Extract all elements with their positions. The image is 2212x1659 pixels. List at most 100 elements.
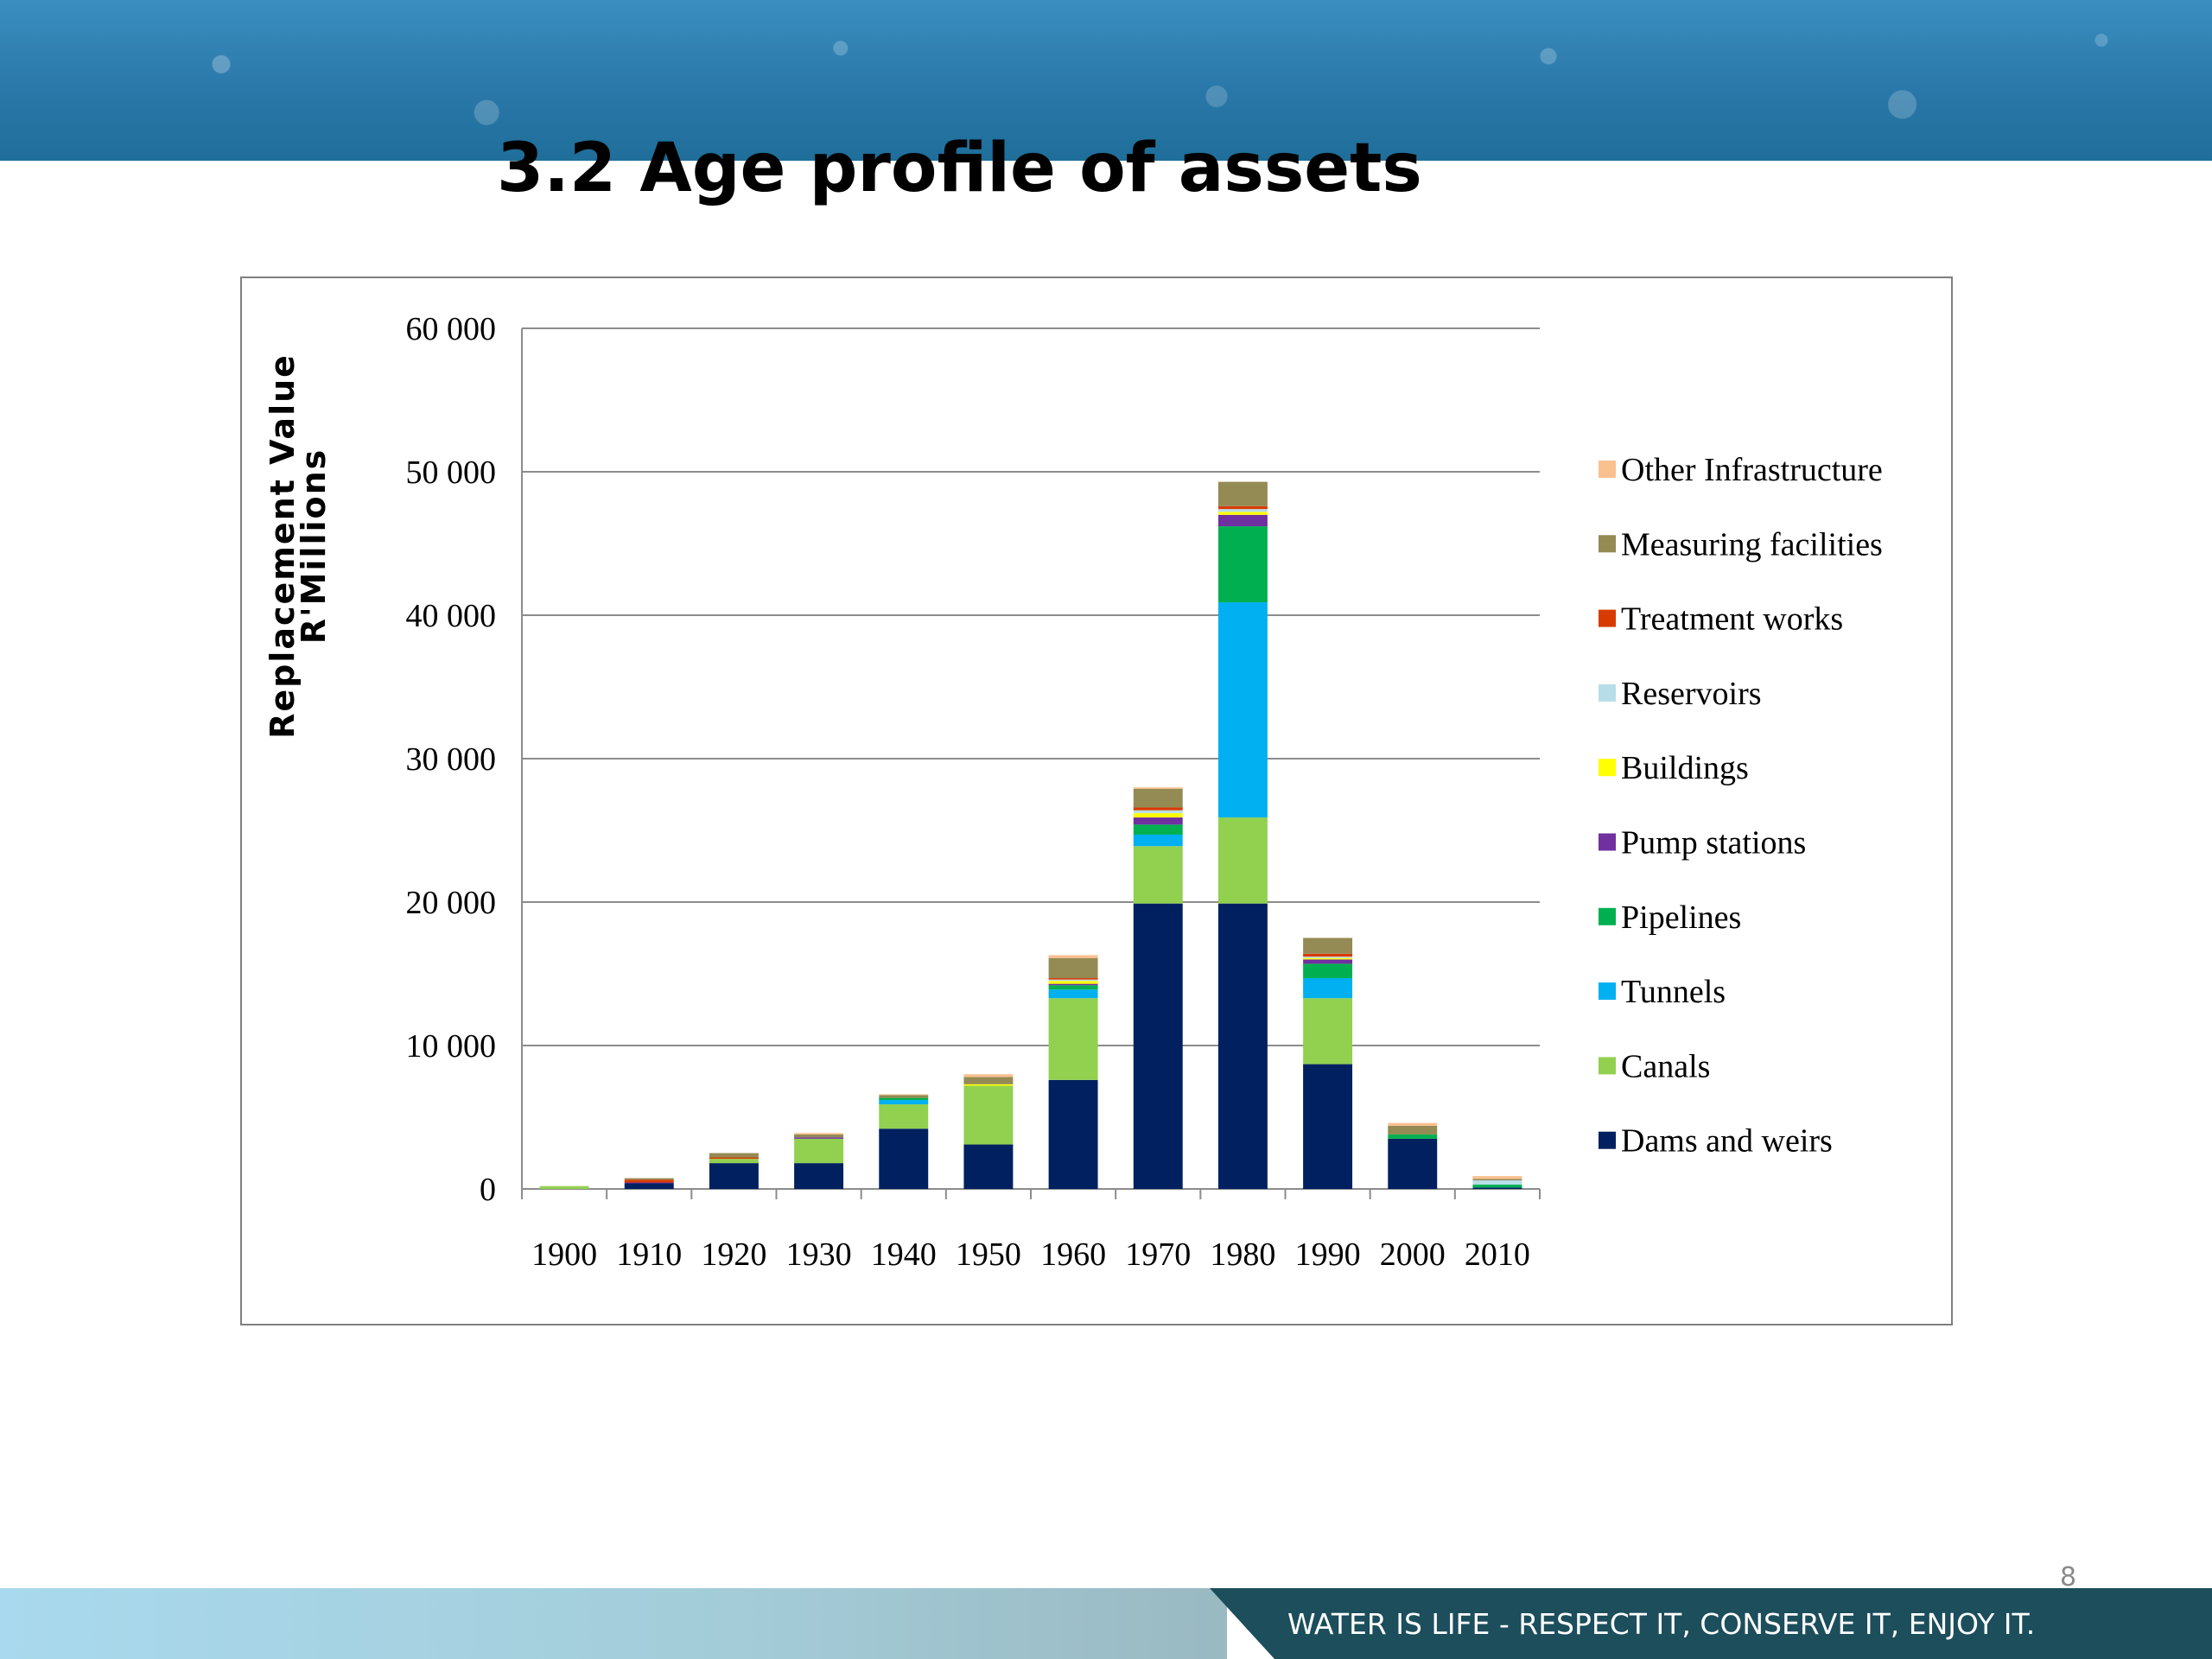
bar-segment bbox=[1133, 813, 1183, 818]
footer-band-dark bbox=[1210, 1588, 2212, 1659]
x-tick-label: 1940 bbox=[871, 1236, 937, 1273]
bar-segment bbox=[1472, 1187, 1522, 1189]
bar-segment bbox=[1303, 1064, 1353, 1189]
x-tick-label: 1980 bbox=[1210, 1236, 1275, 1273]
bar-segment bbox=[963, 1085, 1014, 1145]
y-tick-label: 10 000 bbox=[406, 1028, 497, 1065]
legend-entry: Measuring facilities bbox=[1621, 526, 1883, 563]
x-tick-label: 1920 bbox=[701, 1236, 766, 1273]
bar-segment bbox=[879, 1097, 929, 1101]
bar-segment bbox=[879, 1094, 929, 1096]
legend-entry: Other Infrastructure bbox=[1621, 452, 1883, 488]
legend-swatch bbox=[1599, 683, 1616, 702]
bar-segment bbox=[1303, 977, 1353, 999]
bar-segment bbox=[1133, 807, 1183, 810]
bar-segment bbox=[709, 1163, 759, 1189]
legend-swatch bbox=[1599, 833, 1616, 851]
bar-segment bbox=[1133, 903, 1183, 1189]
bar-segment bbox=[1048, 957, 1098, 978]
legend-entry: Treatment works bbox=[1621, 601, 1843, 638]
y-tick-label: 30 000 bbox=[406, 741, 497, 778]
y-axis-title: R'Millions bbox=[295, 448, 333, 645]
slide-title: 3.2 Age profile of assets bbox=[497, 130, 1422, 207]
bar-segment bbox=[1048, 955, 1098, 958]
legend-swatch bbox=[1599, 609, 1616, 627]
header-banner bbox=[0, 0, 2212, 161]
bar-segment bbox=[1217, 509, 1268, 512]
bar-segment bbox=[879, 1128, 929, 1189]
bar-segment bbox=[624, 1182, 674, 1184]
bar-segment bbox=[794, 1133, 844, 1135]
bar-segment bbox=[879, 1100, 929, 1105]
bar-segment bbox=[794, 1137, 844, 1139]
bar-segment bbox=[1133, 817, 1183, 825]
bar-segment bbox=[539, 1185, 589, 1189]
bar-segment bbox=[1388, 1122, 1438, 1126]
bar-segment bbox=[1217, 514, 1268, 527]
legend-entry: Pipelines bbox=[1621, 899, 1741, 936]
bar-segment bbox=[963, 1074, 1014, 1077]
stacked-bar-chart: 0 10 000 20 000 30 000 40 000 50 000 60 000 190… bbox=[264, 311, 1883, 1273]
bar-segment bbox=[1217, 505, 1268, 510]
bar-segment bbox=[1388, 1134, 1438, 1139]
legend-entry: Buildings bbox=[1621, 750, 1749, 786]
x-tick-label: 1990 bbox=[1295, 1236, 1361, 1273]
bar-segment bbox=[879, 1095, 929, 1098]
bar-segment bbox=[1048, 1079, 1098, 1189]
legend-entry: Pump stations bbox=[1621, 825, 1806, 861]
y-axis-title: Replacement Value bbox=[264, 353, 302, 739]
bar-segment bbox=[794, 1134, 844, 1138]
bar-segment bbox=[709, 1153, 759, 1158]
bar-segment bbox=[1303, 959, 1353, 964]
bar-segment bbox=[624, 1183, 674, 1189]
bar-segment bbox=[1472, 1176, 1522, 1179]
y-tick-label: 0 bbox=[480, 1172, 496, 1208]
bar-segment bbox=[1048, 998, 1098, 1080]
bar-segment bbox=[1303, 963, 1353, 978]
bar-segment bbox=[1133, 824, 1183, 835]
bar-segment bbox=[1303, 957, 1353, 960]
bar-segment bbox=[1133, 810, 1183, 814]
bar-segment bbox=[963, 1077, 1014, 1084]
bar-segment bbox=[1048, 979, 1098, 982]
y-tick-label: 60 000 bbox=[406, 311, 497, 347]
bar-segment bbox=[1472, 1180, 1522, 1185]
legend-swatch bbox=[1599, 1131, 1616, 1149]
x-tick-label: 1930 bbox=[786, 1236, 852, 1273]
x-tick-label: 1960 bbox=[1040, 1236, 1106, 1273]
bar-segment bbox=[1048, 977, 1098, 980]
legend-entry: Reservoirs bbox=[1621, 676, 1762, 712]
bar-segment bbox=[1133, 788, 1183, 808]
bar-segment bbox=[1048, 981, 1098, 984]
bar-segment bbox=[1388, 1125, 1438, 1135]
legend-entry: Dams and weirs bbox=[1621, 1123, 1833, 1160]
bar-segment bbox=[963, 1144, 1014, 1189]
bar-segment bbox=[1048, 985, 1098, 990]
x-tick-label: 1970 bbox=[1125, 1236, 1191, 1273]
bar-segment bbox=[1472, 1185, 1522, 1188]
legend-swatch bbox=[1599, 982, 1616, 1001]
bar-segment bbox=[1472, 1179, 1522, 1181]
y-tick-label: 40 000 bbox=[406, 598, 497, 634]
bar-segment bbox=[1303, 953, 1353, 957]
bar-segment bbox=[1303, 998, 1353, 1065]
legend-swatch bbox=[1599, 907, 1616, 925]
bar-segment bbox=[1217, 817, 1268, 904]
legend-swatch bbox=[1599, 1057, 1616, 1075]
chart-area: 0 10 000 20 000 30 000 40 000 50 000 60 000 190… bbox=[240, 276, 1953, 1325]
legend-entry: Tunnels bbox=[1621, 974, 1726, 1010]
bar-segment bbox=[1217, 512, 1268, 515]
bar-segment bbox=[1133, 787, 1183, 789]
bar-segment bbox=[794, 1163, 844, 1189]
bar-segment bbox=[709, 1157, 759, 1160]
bar-segment bbox=[709, 1159, 759, 1164]
footer-band-light bbox=[0, 1588, 1227, 1659]
bar-segment bbox=[794, 1138, 844, 1164]
y-tick-label: 50 000 bbox=[406, 454, 497, 491]
footer-slogan: WATER IS LIFE - RESPECT IT, CONSERVE IT,… bbox=[1287, 1607, 2036, 1641]
x-tick-label: 1910 bbox=[616, 1236, 682, 1273]
bar-segment bbox=[624, 1179, 674, 1183]
x-tick-label: 1950 bbox=[956, 1236, 1021, 1273]
legend-entry: Canals bbox=[1621, 1048, 1710, 1084]
bar-segment bbox=[1217, 903, 1268, 1189]
